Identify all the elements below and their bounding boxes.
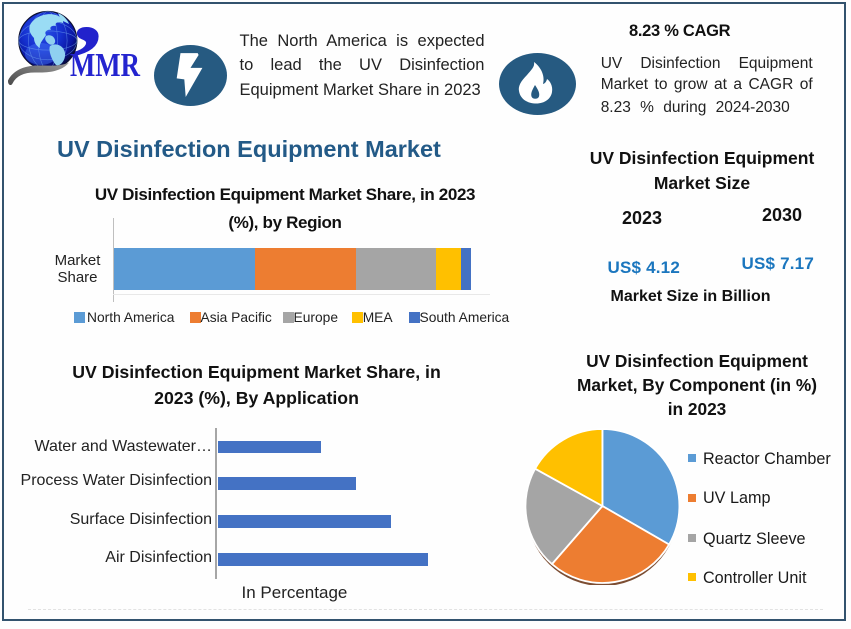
- svg-text:’: ’: [66, 8, 108, 108]
- svg-text:MMR: MMR: [70, 47, 140, 84]
